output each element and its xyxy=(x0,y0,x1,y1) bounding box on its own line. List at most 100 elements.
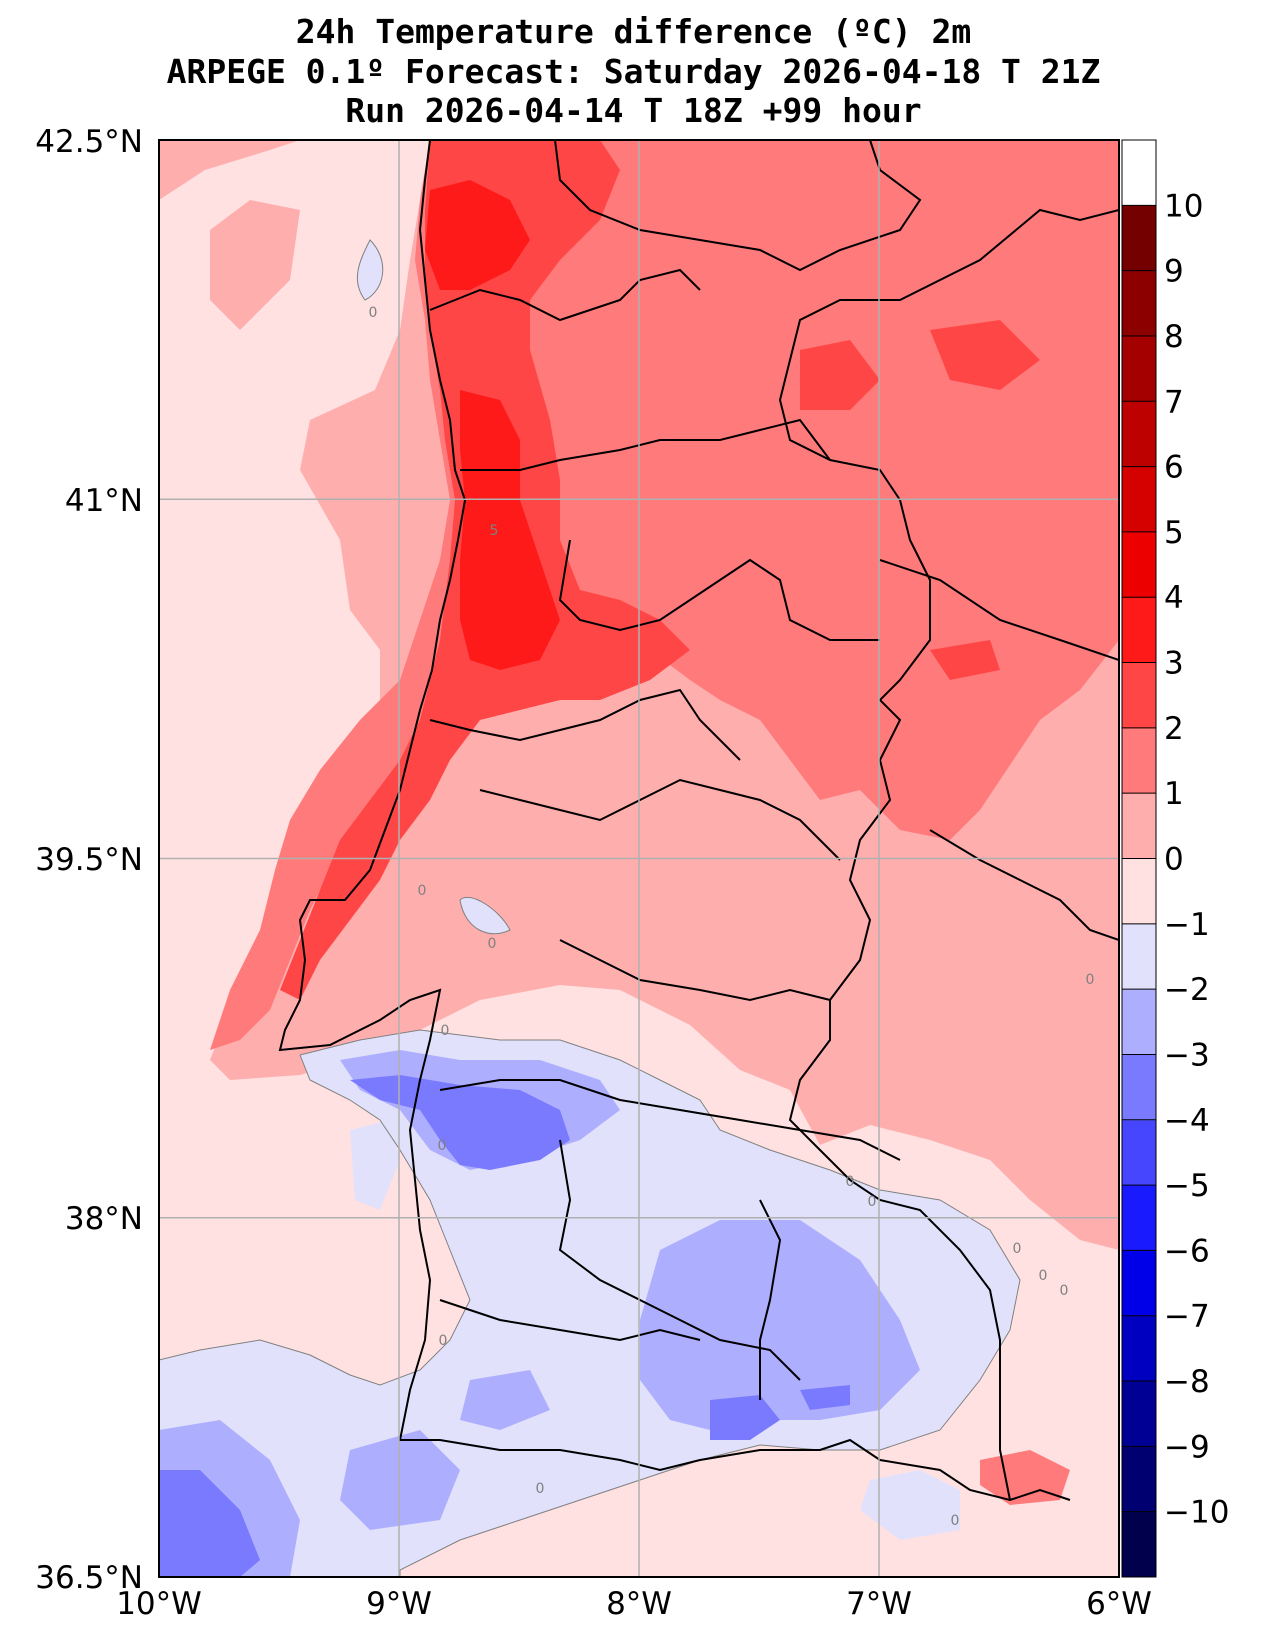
contour-label: 0 xyxy=(369,305,378,321)
contour-labels: 0 0 0 0 0 0 0 0 0 0 0 0 0 0 5 xyxy=(369,305,1095,1529)
latitude-axis: 42.5°N 41°N 39.5°N 38°N 36.5°N xyxy=(35,124,143,1596)
colorbar-tick-label: 0 xyxy=(1164,842,1184,878)
map-frame xyxy=(158,139,1120,1578)
colorbar-swatch xyxy=(1122,1511,1156,1578)
colorbar-tick-label: 6 xyxy=(1164,450,1184,486)
fill-band-4-5 xyxy=(425,180,560,670)
coastline-and-borders xyxy=(278,140,1119,1502)
contour-label: 0 xyxy=(846,1174,855,1190)
colorbar-swatch xyxy=(1122,662,1156,729)
longitude-axis: 10°W 9°W 8°W 7°W 6°W xyxy=(116,1586,1152,1622)
colorbar-tick-label: −7 xyxy=(1164,1299,1210,1335)
contour-label: 0 xyxy=(868,1194,877,1210)
colorbar-tick-label: 2 xyxy=(1164,711,1184,747)
fill-band-neg2-neg3 xyxy=(159,1075,850,1577)
contour-label: 0 xyxy=(439,1333,448,1349)
coastline xyxy=(278,140,1071,1502)
colorbar-swatch xyxy=(1122,1446,1156,1513)
district-border xyxy=(479,778,841,861)
contour-label: 0 xyxy=(951,1513,960,1529)
colorbar-tick-label: 8 xyxy=(1164,319,1184,355)
contour-label: 0 xyxy=(536,1481,545,1497)
district-border xyxy=(460,418,831,471)
colorbar-tick-label: 10 xyxy=(1164,188,1203,224)
contour-label: 0 xyxy=(1060,1283,1069,1299)
lat-tick-label: 36.5°N xyxy=(35,1560,143,1596)
district-border xyxy=(439,1299,701,1342)
zero-contours xyxy=(159,239,1021,1577)
contour-label: 0 xyxy=(438,1138,447,1154)
colorbar-swatch xyxy=(1122,727,1156,794)
colorbar-swatch xyxy=(1122,401,1156,468)
colorbar-swatch xyxy=(1122,270,1156,337)
fill-band-3-4 xyxy=(280,140,1040,1000)
colorbar-tick-label: −10 xyxy=(1164,1495,1229,1531)
zero-contour-line xyxy=(299,1029,1021,1577)
district-border xyxy=(439,1079,901,1161)
colorbar-tick-label: 5 xyxy=(1164,515,1184,551)
colorbar-swatch xyxy=(1122,531,1156,598)
colorbar-tick-label: −1 xyxy=(1164,907,1210,943)
colorbar-swatch xyxy=(1122,793,1156,859)
district-border xyxy=(759,1199,782,1400)
chart-title-line-2: ARPEGE 0.1º Forecast: Saturday 2026-04-1… xyxy=(166,52,1101,91)
lon-tick-label: 7°W xyxy=(846,1586,912,1622)
contour-label: 0 xyxy=(488,936,497,952)
lat-tick-label: 38°N xyxy=(65,1201,143,1237)
contour-label: 0 xyxy=(418,883,427,899)
district-border xyxy=(929,829,1119,941)
colorbar-swatch xyxy=(1122,1315,1156,1382)
colorbar-tick-label: −9 xyxy=(1164,1429,1210,1465)
colorbar-tick-label: −5 xyxy=(1164,1168,1210,1204)
district-border xyxy=(879,559,1119,661)
colorbar-tick-label: −3 xyxy=(1164,1037,1210,1073)
contour-label: 0 xyxy=(1039,1268,1048,1284)
colorbar-tick-label: 3 xyxy=(1164,646,1184,682)
contour-label: 0 xyxy=(1086,972,1095,988)
contour-label: 0 xyxy=(441,1023,450,1039)
colorbar-tick-label: 1 xyxy=(1164,776,1184,812)
colorbar-swatch xyxy=(1122,989,1156,1055)
colorbar-swatch xyxy=(1122,597,1156,664)
district-border xyxy=(429,688,741,761)
district-border xyxy=(558,1139,801,1381)
colorbar-swatch xyxy=(1122,1381,1156,1447)
zero-contour-islet xyxy=(356,239,384,301)
colorbar-swatch xyxy=(1122,1185,1156,1251)
contour-label: 0 xyxy=(1013,1241,1022,1257)
lat-tick-label: 41°N xyxy=(65,483,143,519)
colorbar-swatch xyxy=(1122,1119,1156,1186)
colorbar-tick-label: −8 xyxy=(1164,1364,1210,1400)
lat-tick-label: 39.5°N xyxy=(35,842,143,878)
colorbar-swatch xyxy=(1122,466,1156,533)
colorbar-swatch xyxy=(1122,335,1156,402)
map-area: 0 0 0 0 0 0 0 0 0 0 0 0 0 0 5 xyxy=(158,139,1120,1578)
lon-tick-label: 6°W xyxy=(1086,1586,1152,1622)
colorbar-tick-label: 4 xyxy=(1164,580,1184,616)
district-border xyxy=(558,539,880,641)
district-border xyxy=(559,939,831,1002)
colorbar-swatch xyxy=(1122,1054,1156,1121)
colorbar-swatch xyxy=(1122,1250,1156,1317)
chart-title-line-1: 24h Temperature difference (ºC) 2m xyxy=(295,12,972,51)
colorbar-swatch xyxy=(1122,923,1156,990)
district-border xyxy=(429,268,701,322)
colorbar-tick-label: −4 xyxy=(1164,1103,1210,1139)
portugal-spain-border xyxy=(778,208,1119,1501)
colorbar-swatch xyxy=(1122,858,1156,925)
zero-contour-islet xyxy=(459,896,511,935)
lon-tick-label: 8°W xyxy=(606,1586,672,1622)
colorbar-tick-label: −6 xyxy=(1164,1233,1210,1269)
spain-portugal-border xyxy=(554,140,922,272)
lat-tick-label: 42.5°N xyxy=(35,124,143,160)
colorbar-tick-label: 7 xyxy=(1164,384,1184,420)
colorbar-tick-label: −2 xyxy=(1164,972,1210,1008)
lon-tick-label: 9°W xyxy=(366,1586,432,1622)
colorbar-tick-label: 9 xyxy=(1164,254,1184,290)
contour-label: 5 xyxy=(490,523,499,539)
fill-band-0-neg1 xyxy=(159,1030,1020,1577)
lon-tick-label: 10°W xyxy=(116,1586,202,1622)
zero-contour-line xyxy=(159,1054,471,1386)
